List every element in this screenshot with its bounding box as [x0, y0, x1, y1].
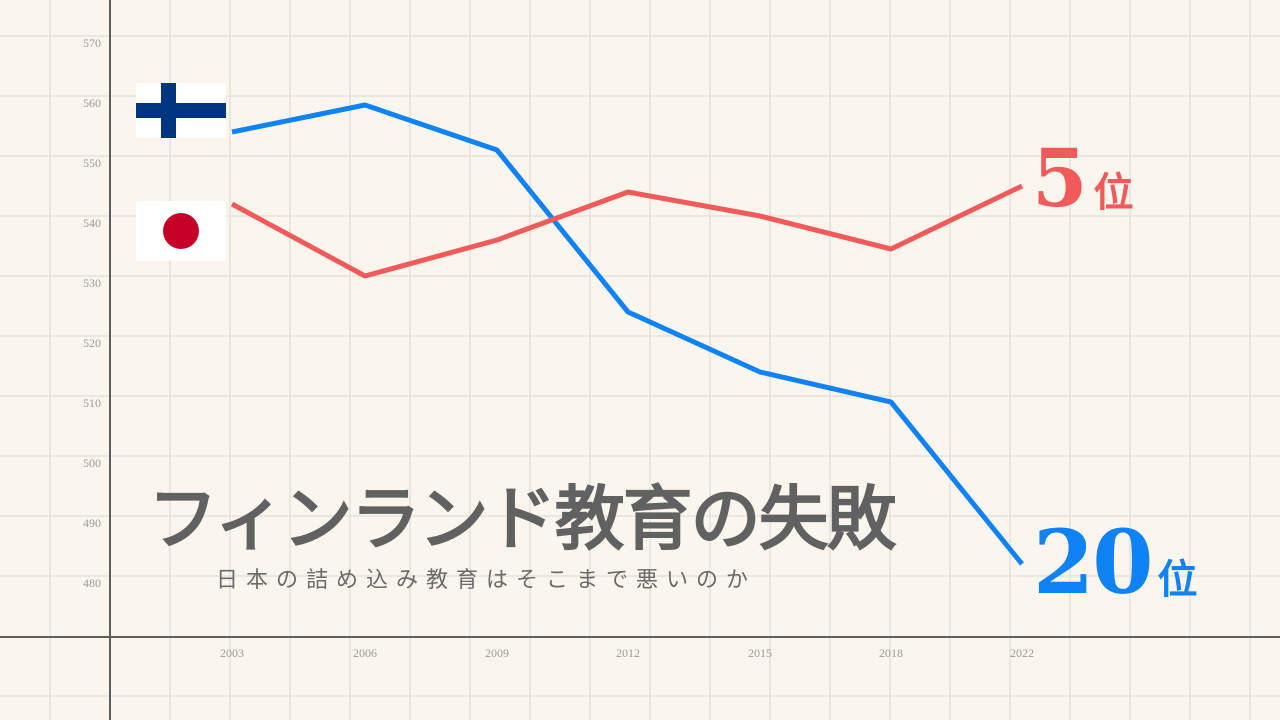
y-tick-label: 570 — [83, 36, 101, 50]
finland-flag — [136, 83, 226, 138]
y-tick-label: 530 — [83, 276, 101, 290]
x-tick-label: 2022 — [1010, 646, 1034, 660]
japan-rank-number: 5 — [1032, 131, 1088, 225]
chart-subtitle: 日本の詰め込み教育はそこまで悪いのか — [216, 568, 757, 593]
finland-rank-unit: 位 — [1157, 556, 1198, 603]
japan-flag — [136, 201, 226, 261]
chart-title: フィンランド教育の失敗 — [148, 477, 897, 560]
y-tick-label: 540 — [83, 216, 101, 230]
x-tick-label: 2009 — [485, 646, 509, 660]
y-tick-label: 480 — [83, 576, 101, 590]
y-tick-label: 550 — [83, 156, 101, 170]
finland-rank-label: 20 位 — [1033, 518, 1197, 606]
x-tick-label: 2012 — [616, 646, 640, 660]
y-tick-label: 500 — [83, 456, 101, 470]
series-line-japan — [230, 183, 1024, 279]
series-line-finland — [231, 102, 1024, 566]
y-tick-label: 510 — [83, 396, 101, 410]
x-tick-label: 2015 — [748, 646, 772, 660]
japan-rank-unit: 位 — [1093, 169, 1134, 216]
y-tick-label: 490 — [83, 516, 101, 530]
y-tick-label: 560 — [83, 96, 101, 110]
x-tick-label: 2006 — [353, 646, 377, 660]
x-tick-label: 2018 — [879, 646, 903, 660]
y-tick-label: 520 — [83, 336, 101, 350]
x-tick-label: 2003 — [220, 646, 244, 660]
japan-flag-disc — [163, 213, 199, 249]
finland-flag-cross-horizontal — [136, 103, 226, 118]
finland-rank-number: 20 — [1033, 510, 1153, 614]
